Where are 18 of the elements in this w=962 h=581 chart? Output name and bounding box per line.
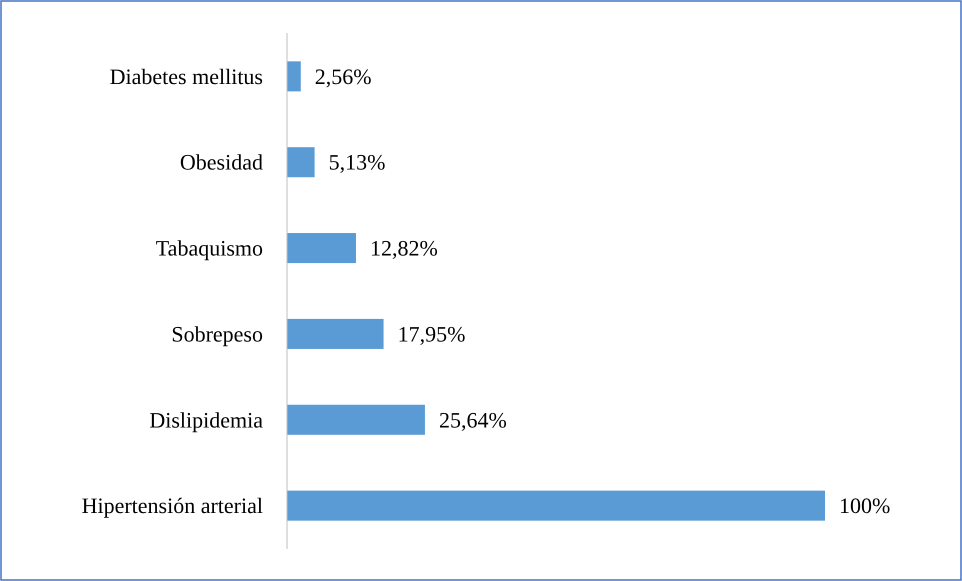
bar bbox=[287, 490, 825, 521]
y-tick-label: Diabetes mellitus bbox=[110, 64, 263, 89]
bar bbox=[287, 61, 301, 92]
data-label: 5,13% bbox=[328, 150, 386, 175]
bar bbox=[287, 233, 356, 264]
bar bbox=[287, 404, 425, 435]
data-label: 17,95% bbox=[398, 321, 466, 346]
y-tick-label: Hipertensión arterial bbox=[82, 493, 263, 518]
y-tick-label: Tabaquismo bbox=[156, 236, 263, 261]
data-label: 25,64% bbox=[438, 407, 507, 432]
y-tick-label: Dislipidemia bbox=[149, 407, 264, 432]
bar bbox=[287, 147, 315, 178]
y-tick-label: Sobrepeso bbox=[171, 321, 263, 346]
y-tick-label: Obesidad bbox=[180, 150, 263, 175]
bar bbox=[287, 318, 384, 349]
data-label: 2,56% bbox=[314, 64, 372, 89]
data-label: 100% bbox=[839, 493, 890, 518]
data-label: 12,82% bbox=[370, 236, 438, 261]
